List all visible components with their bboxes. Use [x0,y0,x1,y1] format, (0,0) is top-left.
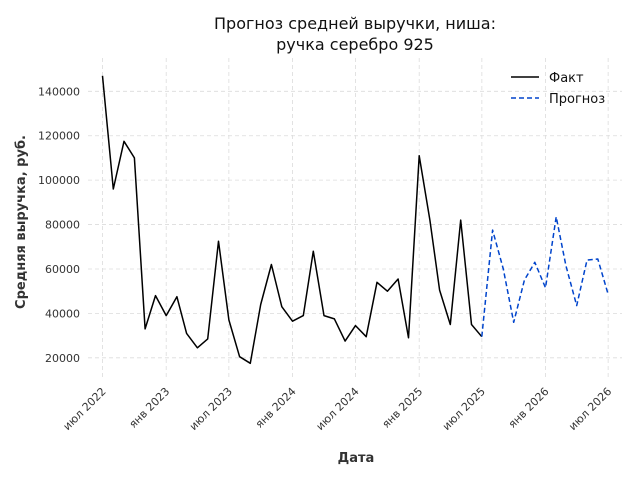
legend: Факт Прогноз [511,71,605,107]
chart-title-line-2: ручка серебро 925 [276,35,434,54]
x-tick-label: июл 2023 [187,385,235,433]
x-tick-labels: июл 2022 янв 2023 июл 2023 янв 2024 июл 2024… [61,385,615,433]
y-tick-label: 20000 [45,352,80,365]
y-tick-labels: 20000 40000 60000 80000 100000 120000 140000 [38,85,80,364]
y-tick-label: 140000 [38,85,80,98]
x-tick-label: июл 2022 [61,385,109,433]
x-tick-label: янв 2025 [380,385,426,431]
x-tick-label: июл 2025 [440,385,488,433]
x-tick-label: июл 2026 [566,385,614,433]
y-tick-label: 40000 [45,307,80,320]
y-axis-label: Средняя выручка, руб. [14,135,29,309]
y-tick-label: 120000 [38,130,80,143]
chart-title-line-1: Прогноз средней выручки, ниша: [214,14,496,33]
x-tick-label: янв 2024 [253,385,299,431]
series-line-fact [101,75,483,365]
legend-label-fact: Факт [549,71,584,86]
x-tick-label: июл 2024 [314,385,362,433]
series-layer [101,75,609,365]
legend-label-forecast: Прогноз [549,92,605,107]
x-tick-label: янв 2026 [506,385,552,431]
y-tick-label: 80000 [45,219,80,232]
grid-layer [88,58,622,380]
x-tick-label: янв 2023 [127,385,173,431]
y-tick-label: 100000 [38,174,80,187]
y-tick-label: 60000 [45,263,80,276]
series-line-forecast [481,216,609,337]
x-axis-label: Дата [338,451,375,466]
